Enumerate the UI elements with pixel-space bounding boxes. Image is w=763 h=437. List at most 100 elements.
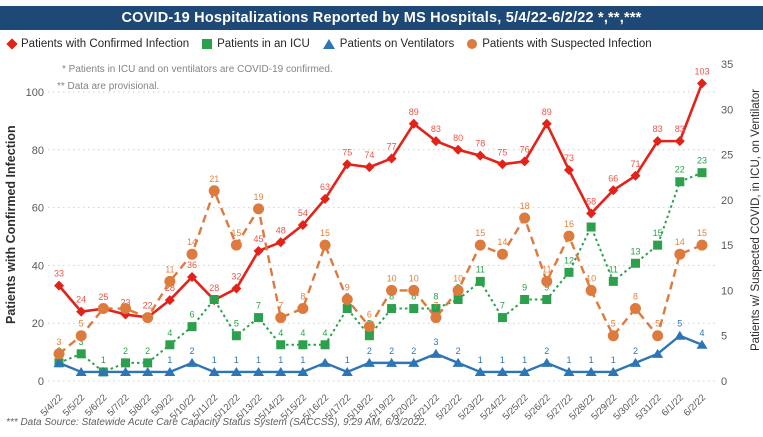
svg-text:4: 4 bbox=[699, 328, 704, 338]
series-patients-on-ventilators: 1 2 1 1 1 1 1 1 2 2 2 3 2 1 1 1 2 1 1 1 2 5 4 bbox=[53, 319, 708, 376]
right-axis-ticks: 0 5 10 15 20 25 30 35 bbox=[721, 59, 733, 388]
svg-text:1: 1 bbox=[234, 355, 239, 365]
svg-text:5: 5 bbox=[234, 319, 239, 329]
svg-text:1: 1 bbox=[611, 355, 616, 365]
svg-text:4: 4 bbox=[278, 328, 283, 338]
svg-text:28: 28 bbox=[209, 283, 219, 293]
svg-text:0: 0 bbox=[38, 376, 44, 388]
svg-text:10: 10 bbox=[409, 273, 419, 283]
svg-text:2: 2 bbox=[367, 346, 372, 356]
svg-text:8: 8 bbox=[411, 292, 416, 302]
svg-text:7: 7 bbox=[256, 301, 261, 311]
ventilators-triangle-icon bbox=[322, 39, 335, 49]
svg-text:20: 20 bbox=[32, 318, 44, 330]
svg-text:3: 3 bbox=[56, 337, 61, 347]
svg-text:2: 2 bbox=[190, 346, 195, 356]
svg-text:10: 10 bbox=[453, 273, 463, 283]
svg-text:11: 11 bbox=[476, 264, 485, 274]
page-title: COVID-19 Hospitalizations Reported by MS… bbox=[0, 6, 763, 30]
suspected-circle-icon bbox=[467, 39, 478, 49]
svg-text:36: 36 bbox=[187, 260, 197, 270]
svg-text:15: 15 bbox=[697, 228, 707, 238]
svg-text:7: 7 bbox=[500, 301, 505, 311]
svg-text:48: 48 bbox=[276, 225, 286, 235]
svg-text:14: 14 bbox=[187, 237, 197, 247]
svg-text:80: 80 bbox=[453, 133, 463, 143]
svg-text:80: 80 bbox=[32, 145, 44, 157]
svg-text:2: 2 bbox=[389, 346, 394, 356]
svg-text:1: 1 bbox=[589, 355, 594, 365]
svg-text:2: 2 bbox=[544, 346, 549, 356]
svg-text:63: 63 bbox=[320, 182, 330, 192]
svg-text:10: 10 bbox=[586, 273, 596, 283]
svg-text:5/5/22: 5/5/22 bbox=[61, 392, 87, 418]
svg-text:1: 1 bbox=[167, 355, 172, 365]
svg-text:13: 13 bbox=[630, 246, 640, 256]
gridlines: 0 20 40 60 80 100 bbox=[26, 87, 716, 388]
legend-label-suspected: Patients with Suspected Infection bbox=[482, 38, 652, 50]
svg-text:2: 2 bbox=[456, 346, 461, 356]
svg-text:4: 4 bbox=[167, 328, 172, 338]
svg-text:16: 16 bbox=[564, 219, 574, 229]
svg-text:7: 7 bbox=[278, 301, 283, 311]
svg-text:32: 32 bbox=[231, 272, 241, 282]
series-patients-in-an-icu: 23122465744485888911799121113152223 bbox=[54, 156, 707, 377]
legend-item-ventilators: Patients on Ventilators bbox=[322, 38, 455, 50]
svg-text:9: 9 bbox=[544, 282, 549, 292]
svg-text:9: 9 bbox=[522, 282, 527, 292]
svg-text:14: 14 bbox=[497, 237, 507, 247]
svg-text:15: 15 bbox=[653, 228, 663, 238]
svg-text:40: 40 bbox=[32, 260, 44, 272]
svg-text:33: 33 bbox=[54, 269, 64, 279]
legend-item-confirmed: Patients with Confirmed Infection bbox=[6, 38, 189, 50]
svg-text:5/7/22: 5/7/22 bbox=[105, 392, 131, 418]
svg-text:8: 8 bbox=[300, 292, 305, 302]
svg-text:5: 5 bbox=[655, 319, 660, 329]
svg-text:5: 5 bbox=[677, 319, 682, 329]
svg-text:1: 1 bbox=[278, 355, 283, 365]
svg-text:23: 23 bbox=[697, 156, 707, 166]
svg-text:66: 66 bbox=[608, 173, 618, 183]
svg-text:12: 12 bbox=[564, 255, 574, 265]
svg-text:1: 1 bbox=[256, 355, 261, 365]
svg-text:5: 5 bbox=[79, 319, 84, 329]
svg-text:19: 19 bbox=[254, 192, 264, 202]
svg-text:2: 2 bbox=[633, 346, 638, 356]
svg-text:5/4/22: 5/4/22 bbox=[39, 392, 65, 418]
svg-text:10: 10 bbox=[721, 285, 733, 297]
svg-text:60: 60 bbox=[32, 203, 44, 215]
svg-text:11: 11 bbox=[542, 264, 551, 274]
svg-text:3: 3 bbox=[79, 337, 84, 347]
svg-text:8: 8 bbox=[433, 292, 438, 302]
svg-text:2: 2 bbox=[145, 346, 150, 356]
svg-text:28: 28 bbox=[165, 283, 175, 293]
svg-text:10: 10 bbox=[387, 273, 397, 283]
svg-text:24: 24 bbox=[76, 295, 86, 305]
svg-text:74: 74 bbox=[364, 150, 374, 160]
svg-text:75: 75 bbox=[342, 147, 352, 157]
data-source-footnote: *** Data Source: Statewide Acute Care Ca… bbox=[6, 417, 428, 428]
legend-label-ventilators: Patients on Ventilators bbox=[339, 38, 455, 50]
svg-text:2: 2 bbox=[411, 346, 416, 356]
svg-text:1: 1 bbox=[345, 355, 350, 365]
legend-item-icu: Patients in an ICU bbox=[202, 38, 310, 50]
icu-square-icon bbox=[202, 39, 213, 49]
svg-text:25: 25 bbox=[98, 292, 108, 302]
svg-text:1: 1 bbox=[500, 355, 505, 365]
svg-text:103: 103 bbox=[694, 66, 709, 76]
svg-text:18: 18 bbox=[520, 201, 530, 211]
svg-text:5/6/22: 5/6/22 bbox=[83, 392, 109, 418]
legend-item-suspected: Patients with Suspected Infection bbox=[467, 38, 652, 50]
legend-label-icu: Patients in an ICU bbox=[217, 38, 310, 50]
svg-text:22: 22 bbox=[143, 300, 153, 310]
svg-text:83: 83 bbox=[675, 124, 685, 134]
svg-text:22: 22 bbox=[675, 165, 685, 175]
svg-text:1: 1 bbox=[300, 355, 305, 365]
svg-text:21: 21 bbox=[209, 174, 219, 184]
svg-text:15: 15 bbox=[231, 228, 241, 238]
svg-text:76: 76 bbox=[520, 144, 530, 154]
svg-text:7: 7 bbox=[433, 301, 438, 311]
svg-text:11: 11 bbox=[165, 264, 174, 274]
